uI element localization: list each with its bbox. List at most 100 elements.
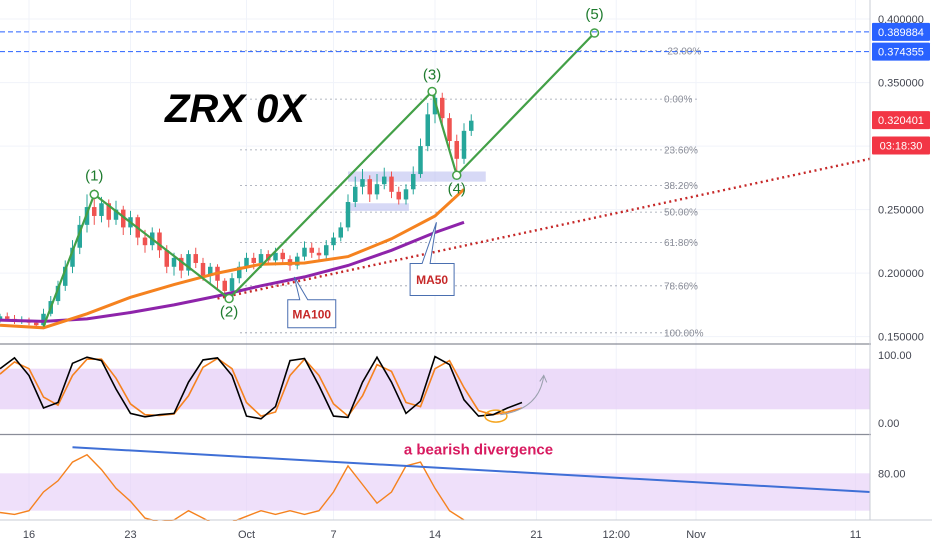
candle-body-20 (142, 237, 148, 246)
rsi-tick-0: 80.00 (878, 468, 906, 480)
wave-label-2: (3) (423, 66, 441, 83)
stoch-tick-0: 100.00 (878, 350, 912, 362)
candle-body-16 (113, 209, 119, 220)
candle-body-9 (63, 266, 68, 286)
ma100-line (0, 220, 465, 323)
candle-body-41 (295, 256, 300, 266)
divergence-line (72, 446, 871, 493)
candle-body-10 (70, 247, 75, 267)
price-badge-label-0: 0.389884 (878, 27, 924, 39)
price-badge-label-1: 0.374355 (878, 47, 924, 59)
candle-body-64 (461, 130, 467, 159)
stochastic-pane (0, 355, 870, 423)
moving-averages: MA100 MA50 (0, 157, 871, 330)
time-tick-2: Oct (238, 529, 255, 541)
time-tick-4: 14 (429, 529, 441, 541)
candle-body-5 (34, 322, 39, 326)
candle-body-33 (237, 266, 242, 279)
candle-body-57 (411, 174, 416, 190)
candle-body-28 (200, 262, 206, 276)
stoch-band (0, 368, 870, 410)
price-badge-label-3: 03:18:30 (880, 140, 923, 152)
divergence-annotation: a bearish divergence (404, 442, 553, 459)
candle-body-48 (345, 201, 351, 228)
time-tick-6: 12:00 (602, 529, 630, 541)
elliott-wave-count: (1) (2) (3) (4) (5) (42, 6, 604, 327)
candle-body-27 (193, 254, 198, 263)
stoch-highlight-ellipse (484, 409, 508, 423)
candle-body-29 (208, 266, 213, 276)
wave-point-3 (452, 170, 462, 181)
candle-body-13 (92, 207, 97, 216)
stoch-arrow-head (539, 374, 548, 383)
candle-body-44 (316, 252, 322, 256)
candle-body-53 (382, 176, 387, 185)
fib-label-3: 38.20% (664, 181, 698, 192)
time-axis-background (0, 521, 932, 550)
candle-body-47 (338, 227, 343, 238)
wave-label-1: (2) (220, 304, 238, 321)
rsi-band (0, 473, 870, 511)
consolidation-boxes (348, 171, 486, 211)
time-tick-3: 7 (330, 529, 336, 541)
price-badge-box-1 (872, 42, 930, 61)
candle-body-56 (403, 189, 409, 200)
ma100-callout-box (287, 276, 337, 329)
candle-body-63 (454, 141, 459, 159)
candle-body-0 (0, 316, 3, 321)
fibonacci-levels: -23.00%0.00%23.60%38.20%50.00%61.80%78.6… (240, 46, 704, 339)
rsi-pane: a bearish divergence (0, 442, 871, 527)
time-tick-7: Nov (686, 529, 706, 541)
wave-label-0: (1) (85, 167, 103, 184)
candle-body-45 (324, 245, 329, 256)
stoch-arrow-curve (500, 375, 545, 416)
stoch-k-line (0, 355, 523, 420)
candle-body-55 (396, 191, 401, 200)
candle-body-1 (5, 316, 10, 319)
candle-body-14 (99, 203, 104, 216)
time-tick-8: 11 (850, 529, 861, 541)
candle-body-25 (179, 257, 184, 271)
candle-body-59 (425, 114, 430, 147)
consolidation-box-0 (348, 171, 486, 182)
candle-body-58 (418, 146, 423, 175)
candle-body-43 (309, 247, 314, 253)
candle-body-49 (353, 186, 358, 202)
fib-label-7: 100.00% (664, 328, 704, 339)
ma50-callout-box (409, 222, 455, 296)
candle-body-34 (244, 257, 249, 267)
candle-body-32 (229, 278, 235, 291)
wave-point-2 (427, 86, 437, 97)
candle-body-54 (389, 176, 394, 192)
stoch-tick-1: 0.00 (878, 418, 899, 430)
wave-path (42, 32, 596, 327)
candle-body-22 (157, 232, 162, 251)
consolidation-box-1 (348, 203, 409, 211)
time-tick-5: 21 (530, 529, 542, 541)
candle-body-46 (331, 237, 336, 246)
candle-body-26 (186, 254, 191, 271)
wave-point-4 (589, 28, 600, 38)
fib-label-1: 0.00% (664, 95, 692, 106)
candle-body-65 (469, 120, 474, 131)
candle-body-36 (258, 254, 264, 263)
candle-body-52 (374, 184, 380, 195)
wave-point-1 (224, 293, 234, 304)
wave-label-4: (5) (585, 6, 603, 23)
candle-body-31 (222, 280, 227, 291)
price-tick-5: 0.150000 (878, 332, 924, 344)
price-tick-4: 0.200000 (878, 268, 924, 280)
candle-body-6 (41, 313, 46, 326)
ma50-line (0, 188, 466, 330)
candle-body-50 (360, 179, 365, 187)
candle-body-11 (77, 224, 82, 248)
stoch-d-line (0, 357, 523, 418)
candle-body-23 (164, 250, 169, 267)
ma100-callout-label: MA100 (292, 307, 331, 321)
wave-point-0 (89, 189, 99, 200)
price-tick-3: 0.250000 (878, 205, 924, 217)
dotted-trendline (217, 157, 871, 300)
